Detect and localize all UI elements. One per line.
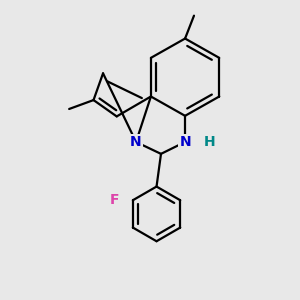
Text: F: F xyxy=(110,193,119,207)
Text: N: N xyxy=(130,135,142,149)
Text: H: H xyxy=(204,135,215,149)
Text: N: N xyxy=(179,135,191,149)
